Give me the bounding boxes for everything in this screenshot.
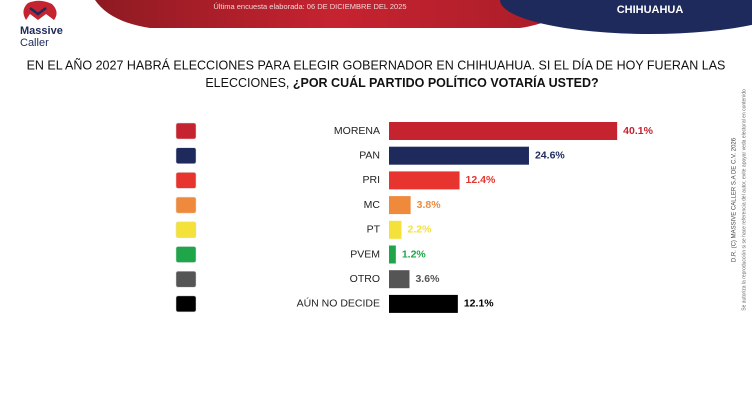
logo-icon bbox=[29, 7, 47, 16]
value-label: 24.6% bbox=[535, 149, 565, 161]
bar bbox=[389, 294, 458, 313]
bar bbox=[389, 270, 410, 289]
category-label: PAN bbox=[359, 149, 380, 161]
value-label: 1.2% bbox=[402, 248, 427, 260]
header-band bbox=[95, 0, 575, 28]
bar bbox=[389, 146, 529, 165]
value-label: 3.6% bbox=[415, 273, 440, 285]
category-label: PVEM bbox=[350, 248, 380, 260]
bar bbox=[389, 122, 618, 140]
chart-title: ELECCIONES, bbox=[205, 76, 293, 90]
survey-date: Última encuesta elaborada: 06 DE DICIEMB… bbox=[213, 2, 406, 11]
region-badge bbox=[500, 0, 752, 34]
region: CHIHUAHUA bbox=[617, 4, 684, 16]
party-logo bbox=[175, 122, 197, 140]
brand: Massive bbox=[20, 25, 63, 37]
value-label: 12.4% bbox=[466, 174, 496, 186]
notice: Se autoriza la reproducción si se hace r… bbox=[741, 89, 747, 311]
party-logo bbox=[175, 246, 197, 263]
party-logo bbox=[175, 196, 197, 214]
party-logo bbox=[175, 295, 197, 313]
chart-title: ELECCIONES, ¿POR CUÁL PARTIDO POLÍTICO V… bbox=[205, 75, 598, 90]
question: ¿POR CUÁL PARTIDO POLÍTICO VOTARÍA USTED… bbox=[293, 75, 599, 90]
value-label: 40.1% bbox=[623, 125, 653, 137]
copyright: D.R. (C) MASSIVE CALLER S.A DE C.V. 2026 bbox=[732, 137, 738, 262]
category-label: PRI bbox=[362, 174, 380, 186]
party-logo bbox=[175, 270, 197, 288]
logo-icon bbox=[23, 0, 57, 21]
bar bbox=[389, 196, 411, 215]
category-label: MORENA bbox=[334, 125, 380, 137]
category-label: PT bbox=[367, 224, 381, 236]
party-logo bbox=[175, 221, 197, 239]
bar bbox=[389, 245, 396, 264]
value-label: 3.8% bbox=[417, 199, 442, 211]
bar bbox=[389, 220, 402, 239]
brand: Caller bbox=[20, 37, 49, 49]
logo bbox=[23, 0, 57, 21]
party-logo bbox=[175, 147, 197, 164]
party-logo bbox=[175, 172, 197, 189]
value-label: 2.2% bbox=[408, 224, 433, 236]
category-label: OTRO bbox=[350, 273, 380, 285]
value-label: 12.1% bbox=[464, 298, 494, 310]
category-label: MC bbox=[364, 199, 381, 211]
category-label: AÚN NO DECIDE bbox=[297, 297, 380, 310]
chart-title: EN EL AÑO 2027 HABRÁ ELECCIONES PARA ELE… bbox=[27, 57, 726, 72]
bar bbox=[389, 171, 460, 190]
